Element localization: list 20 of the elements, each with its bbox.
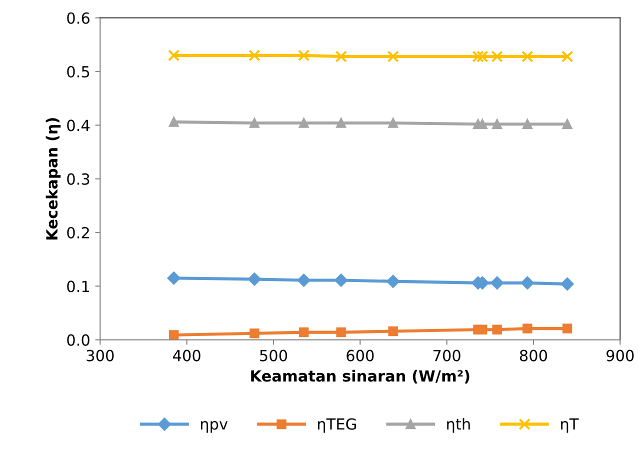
y-tick-label: 0.2 (67, 226, 89, 239)
x-tick-label: 600 (346, 350, 374, 362)
x-axis-title: Keamatan sinaran (W/m²) (251, 370, 470, 384)
legend-label: ηTEG (318, 418, 356, 433)
x-tick-label: 900 (606, 350, 634, 362)
y-tick-label: 0.1 (67, 280, 90, 292)
legend-label: ηT (561, 418, 579, 433)
y-tick-label: 0.6 (67, 12, 90, 24)
y-tick-label: 0.4 (67, 120, 90, 132)
legend-label: ηpv (201, 421, 228, 433)
y-tick-label: 0.5 (67, 66, 90, 78)
y-tick-label: 0.3 (67, 173, 90, 185)
x-tick-label: 400 (172, 350, 200, 362)
x-tick-label: 700 (433, 350, 460, 362)
y-tick-label: 0.0 (67, 334, 90, 346)
x-tick-label: 800 (520, 350, 548, 362)
x-tick-label: 500 (260, 350, 288, 362)
x-tick-label: 300 (86, 350, 114, 362)
legend-label: ηth (447, 418, 470, 433)
y-axis-title: Kecekapan (η) (46, 118, 61, 240)
